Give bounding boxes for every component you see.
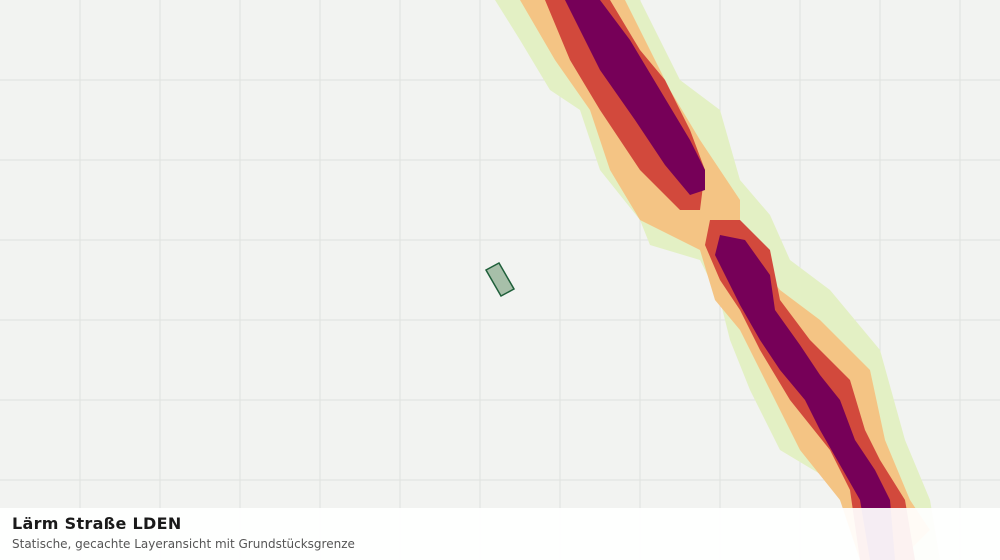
noise-band-very-high [715, 235, 895, 560]
caption-subtitle: Statische, gecachte Layeransicht mit Gru… [12, 537, 355, 551]
parcel-boundary[interactable] [484, 261, 516, 298]
noise-band-very-high [565, 0, 705, 195]
caption-title: Lärm Straße LDEN [12, 514, 182, 533]
caption: Lärm Straße LDEN Statische, gecachte Lay… [0, 508, 1000, 560]
